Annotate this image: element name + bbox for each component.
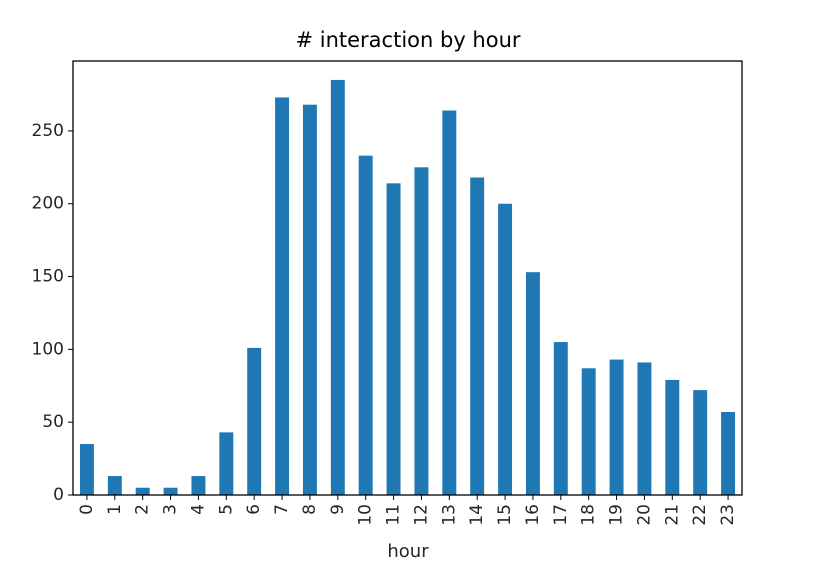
bar-hour-21 [665,379,680,495]
bar-hour-10 [358,155,373,495]
bar-hour-13 [442,110,457,495]
x-tick-label: 12 [411,504,431,526]
x-tick-label: 21 [662,504,682,526]
x-tick-label: 3 [161,504,181,515]
chart-title: # interaction by hour [295,28,520,52]
bar-hour-1 [107,476,122,495]
y-tick-label: 100 [32,339,64,359]
bar-hour-8 [302,104,317,495]
bar-hour-4 [191,476,206,495]
x-tick-label: 2 [133,504,153,515]
bar-hour-19 [609,359,624,495]
x-tick-label: 5 [216,504,236,515]
x-tick-label: 23 [718,504,738,526]
x-axis: 0 1 2 3 4 5 6 7 8 9 10 11 12 13 14 15 16 17 18 19 20 21 22 23 [77,495,738,526]
bar-hour-15 [498,203,513,495]
x-axis-label: hour [387,541,429,562]
x-tick-label: 22 [690,504,710,526]
x-tick-label: 14 [467,504,487,526]
x-tick-label: 18 [579,504,599,526]
x-tick-label: 13 [439,504,459,526]
bar-hour-9 [330,79,345,495]
plot-frame [72,60,743,496]
x-tick-label: 19 [607,504,627,526]
x-tick-label: 17 [551,504,571,526]
y-tick-label: 150 [32,267,64,287]
bar-hour-20 [637,362,652,495]
x-tick-label: 15 [495,504,515,526]
x-tick-label: 9 [328,504,348,515]
bar-hour-6 [247,347,262,495]
bar-hour-14 [470,177,485,495]
bar-hour-22 [693,390,708,495]
bar-hour-2 [135,487,150,495]
x-tick-label: 10 [356,504,376,526]
bar-hour-16 [525,272,540,495]
y-tick-label: 250 [32,121,64,141]
x-tick-label: 7 [272,504,292,515]
bar-hour-23 [721,411,736,495]
bar-hour-17 [553,342,568,495]
bar-hour-3 [163,487,178,495]
y-tick-label: 50 [42,412,64,432]
bar-hour-18 [581,368,596,495]
bar-hour-0 [79,444,94,495]
x-tick-label: 8 [300,504,320,515]
y-tick-label: 0 [53,485,64,505]
y-tick-label: 200 [32,194,64,214]
x-tick-label: 6 [244,504,264,515]
x-tick-label: 20 [634,504,654,526]
bars-group [79,79,736,495]
x-tick-label: 11 [384,504,404,526]
y-axis: 0 50 100 150 200 250 [32,121,73,505]
x-tick-label: 1 [105,504,125,515]
x-tick-label: 16 [523,504,543,526]
bar-hour-5 [219,432,234,495]
x-tick-label: 4 [188,504,208,515]
bar-hour-12 [414,167,429,495]
x-tick-label: 0 [77,504,97,515]
bar-hour-7 [275,97,290,495]
bar-hour-11 [386,183,401,495]
